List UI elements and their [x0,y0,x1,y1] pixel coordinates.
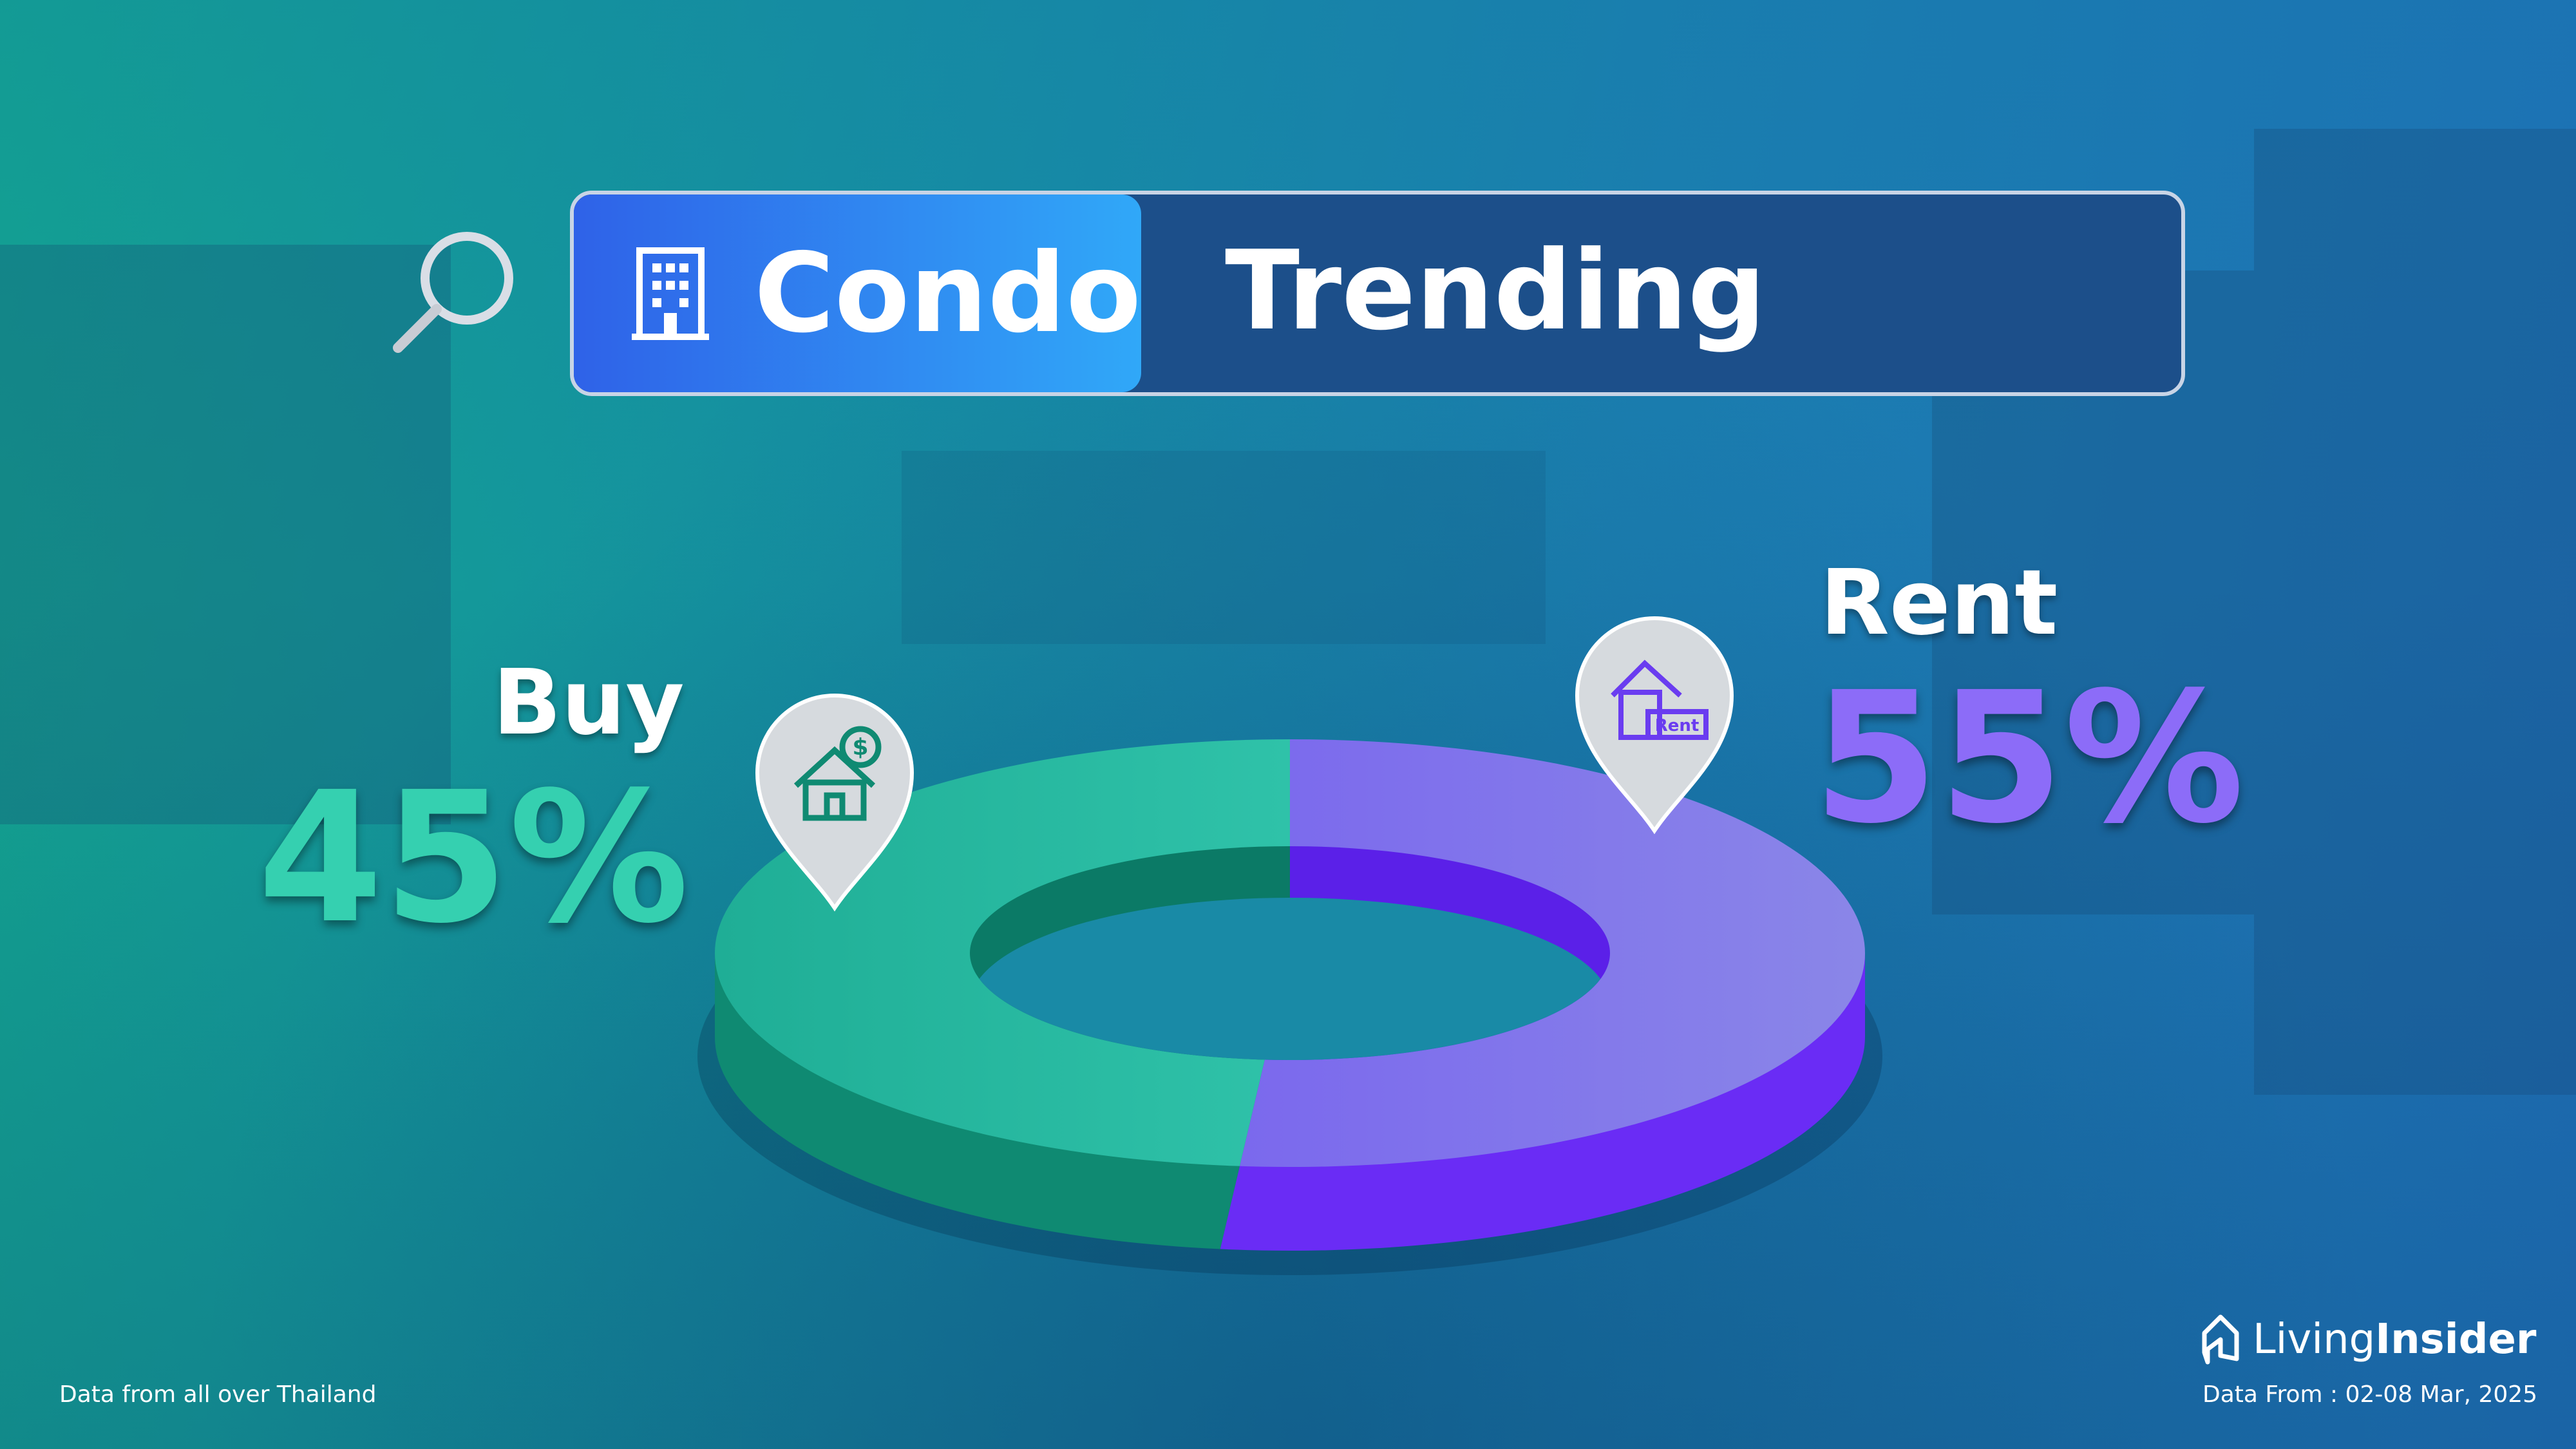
rent-label: Rent [1820,551,2058,656]
rent-percent: 55% [1813,654,2245,864]
rent-tag-text: Rent [1655,716,1700,735]
background-building [2254,129,2576,1095]
date-range: Data From : 02-08 Mar, 2025 [2202,1381,2538,1408]
buy-label: Buy [493,650,685,755]
brand-logo: Living Insider [2201,1314,2536,1365]
building-icon [632,247,709,340]
page-title: Trending Search [1225,227,1766,355]
magnifier-icon [393,232,513,353]
brand-name-light: Living [2253,1316,2376,1363]
background-building [902,451,1546,644]
brand-name-bold: Insider [2375,1316,2537,1363]
search-bar: Condo Trending Search [570,191,2185,396]
buy-percent: 45% [258,753,690,963]
data-source-note: Data from all over Thailand [59,1381,377,1408]
svg-text:$: $ [852,734,868,761]
house-dollar-pin-icon: $ [755,694,914,912]
category-chip: Condo [574,194,1142,392]
house-logo-icon [2202,1314,2239,1365]
house-rent-pin-icon: Rent [1575,616,1734,835]
background-building [0,245,451,824]
category-label: Condo [754,229,1142,357]
